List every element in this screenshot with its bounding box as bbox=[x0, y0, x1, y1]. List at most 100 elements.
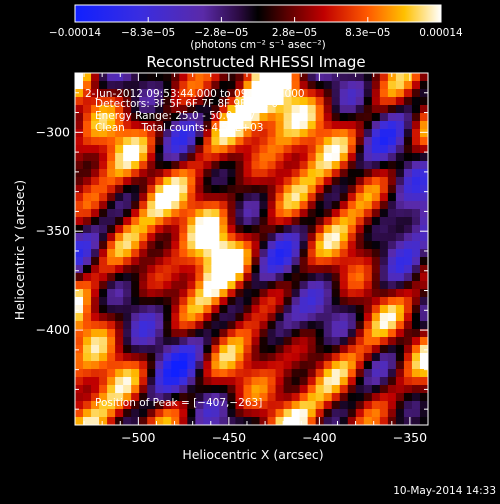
heatmap-cell bbox=[155, 169, 164, 178]
heatmap-cell bbox=[139, 297, 148, 306]
heatmap-cell bbox=[75, 241, 84, 250]
heatmap-cell bbox=[219, 361, 229, 370]
heatmap-cell bbox=[275, 393, 285, 402]
heatmap-cell bbox=[251, 185, 261, 194]
heatmap-cell bbox=[299, 393, 309, 402]
heatmap-cell bbox=[387, 137, 397, 146]
heatmap-cell bbox=[107, 337, 116, 346]
heatmap-cell bbox=[171, 273, 180, 282]
heatmap-cell bbox=[331, 409, 341, 418]
heatmap-cell bbox=[403, 321, 413, 330]
heatmap-cell bbox=[371, 321, 381, 330]
heatmap-cell bbox=[187, 249, 196, 258]
heatmap-cell bbox=[99, 105, 108, 114]
heatmap-cell bbox=[419, 289, 428, 298]
heatmap-cell bbox=[315, 169, 325, 178]
heatmap-cell bbox=[299, 233, 309, 242]
heatmap-cell bbox=[347, 257, 357, 266]
heatmap-cell bbox=[227, 145, 237, 154]
heatmap-cell bbox=[219, 89, 229, 98]
heatmap-cell bbox=[179, 281, 188, 290]
heatmap-cell bbox=[363, 209, 373, 218]
heatmap-cell bbox=[235, 289, 245, 298]
heatmap-cell bbox=[403, 153, 413, 162]
heatmap-cell bbox=[123, 73, 132, 82]
heatmap-cell bbox=[211, 305, 221, 314]
heatmap-cell bbox=[115, 161, 124, 170]
heatmap-cell bbox=[323, 289, 333, 298]
heatmap-cell bbox=[107, 81, 116, 90]
heatmap-cell bbox=[155, 233, 164, 242]
heatmap-cell bbox=[267, 353, 277, 362]
heatmap-cell bbox=[379, 249, 389, 258]
heatmap-cell bbox=[91, 225, 100, 234]
heatmap-cell bbox=[179, 161, 188, 170]
heatmap-cell bbox=[107, 225, 116, 234]
heatmap-cell bbox=[107, 73, 116, 82]
heatmap-cell bbox=[235, 241, 245, 250]
heatmap-cell bbox=[219, 129, 229, 138]
heatmap-cell bbox=[315, 137, 325, 146]
heatmap-cell bbox=[419, 161, 428, 170]
heatmap-cell bbox=[83, 393, 92, 402]
heatmap-cell bbox=[387, 313, 397, 322]
heatmap-cell bbox=[331, 297, 341, 306]
heatmap-cell bbox=[219, 209, 229, 218]
heatmap-cell bbox=[203, 89, 212, 98]
heatmap-cell bbox=[115, 361, 124, 370]
heatmap-cell bbox=[315, 385, 325, 394]
heatmap-cell bbox=[227, 201, 237, 210]
heatmap-cell bbox=[307, 337, 317, 346]
heatmap-cell bbox=[347, 417, 357, 425]
heatmap-cell bbox=[139, 417, 148, 425]
heatmap-cell bbox=[131, 321, 140, 330]
heatmap-cell bbox=[283, 73, 293, 82]
heatmap-cell bbox=[155, 73, 164, 82]
heatmap-cell bbox=[339, 329, 349, 338]
heatmap-cell bbox=[395, 305, 405, 314]
heatmap-cell bbox=[123, 153, 132, 162]
heatmap-cell bbox=[211, 201, 221, 210]
heatmap-cell bbox=[75, 353, 84, 362]
heatmap-cell bbox=[243, 225, 253, 234]
heatmap-cell bbox=[243, 169, 253, 178]
heatmap-cell bbox=[91, 169, 100, 178]
heatmap-cell bbox=[99, 233, 108, 242]
heatmap-cell bbox=[187, 337, 196, 346]
heatmap-cell bbox=[347, 193, 357, 202]
heatmap-cell bbox=[339, 257, 349, 266]
heatmap-cell bbox=[339, 177, 349, 186]
heatmap-cell bbox=[155, 281, 164, 290]
heatmap-cell bbox=[75, 361, 84, 370]
heatmap-cell bbox=[107, 201, 116, 210]
heatmap-cell bbox=[203, 281, 212, 290]
heatmap-cell bbox=[179, 153, 188, 162]
heatmap-cell bbox=[387, 177, 397, 186]
heatmap-cell bbox=[355, 369, 365, 378]
heatmap-cell bbox=[275, 337, 285, 346]
heatmap-cell bbox=[403, 257, 413, 266]
heatmap-cell bbox=[179, 249, 188, 258]
heatmap-cell bbox=[379, 233, 389, 242]
heatmap-cell bbox=[235, 265, 245, 274]
heatmap-cell bbox=[187, 345, 196, 354]
heatmap-cell bbox=[91, 265, 100, 274]
heatmap-cell bbox=[163, 89, 172, 98]
heatmap-cell bbox=[347, 273, 357, 282]
heatmap-cell bbox=[179, 217, 188, 226]
heatmap-cell bbox=[299, 177, 309, 186]
heatmap-cell bbox=[147, 409, 156, 418]
heatmap-cell bbox=[107, 153, 116, 162]
heatmap-cell bbox=[363, 329, 373, 338]
heatmap-cell bbox=[419, 89, 428, 98]
heatmap-cell bbox=[211, 249, 221, 258]
heatmap-cell bbox=[387, 201, 397, 210]
heatmap-cell bbox=[155, 265, 164, 274]
heatmap-cell bbox=[307, 241, 317, 250]
heatmap-cell bbox=[355, 113, 365, 122]
heatmap-cell bbox=[75, 121, 84, 130]
heatmap-cell bbox=[331, 361, 341, 370]
heatmap-cell bbox=[75, 169, 84, 178]
heatmap-cell bbox=[115, 169, 124, 178]
heatmap-cell bbox=[75, 193, 84, 202]
